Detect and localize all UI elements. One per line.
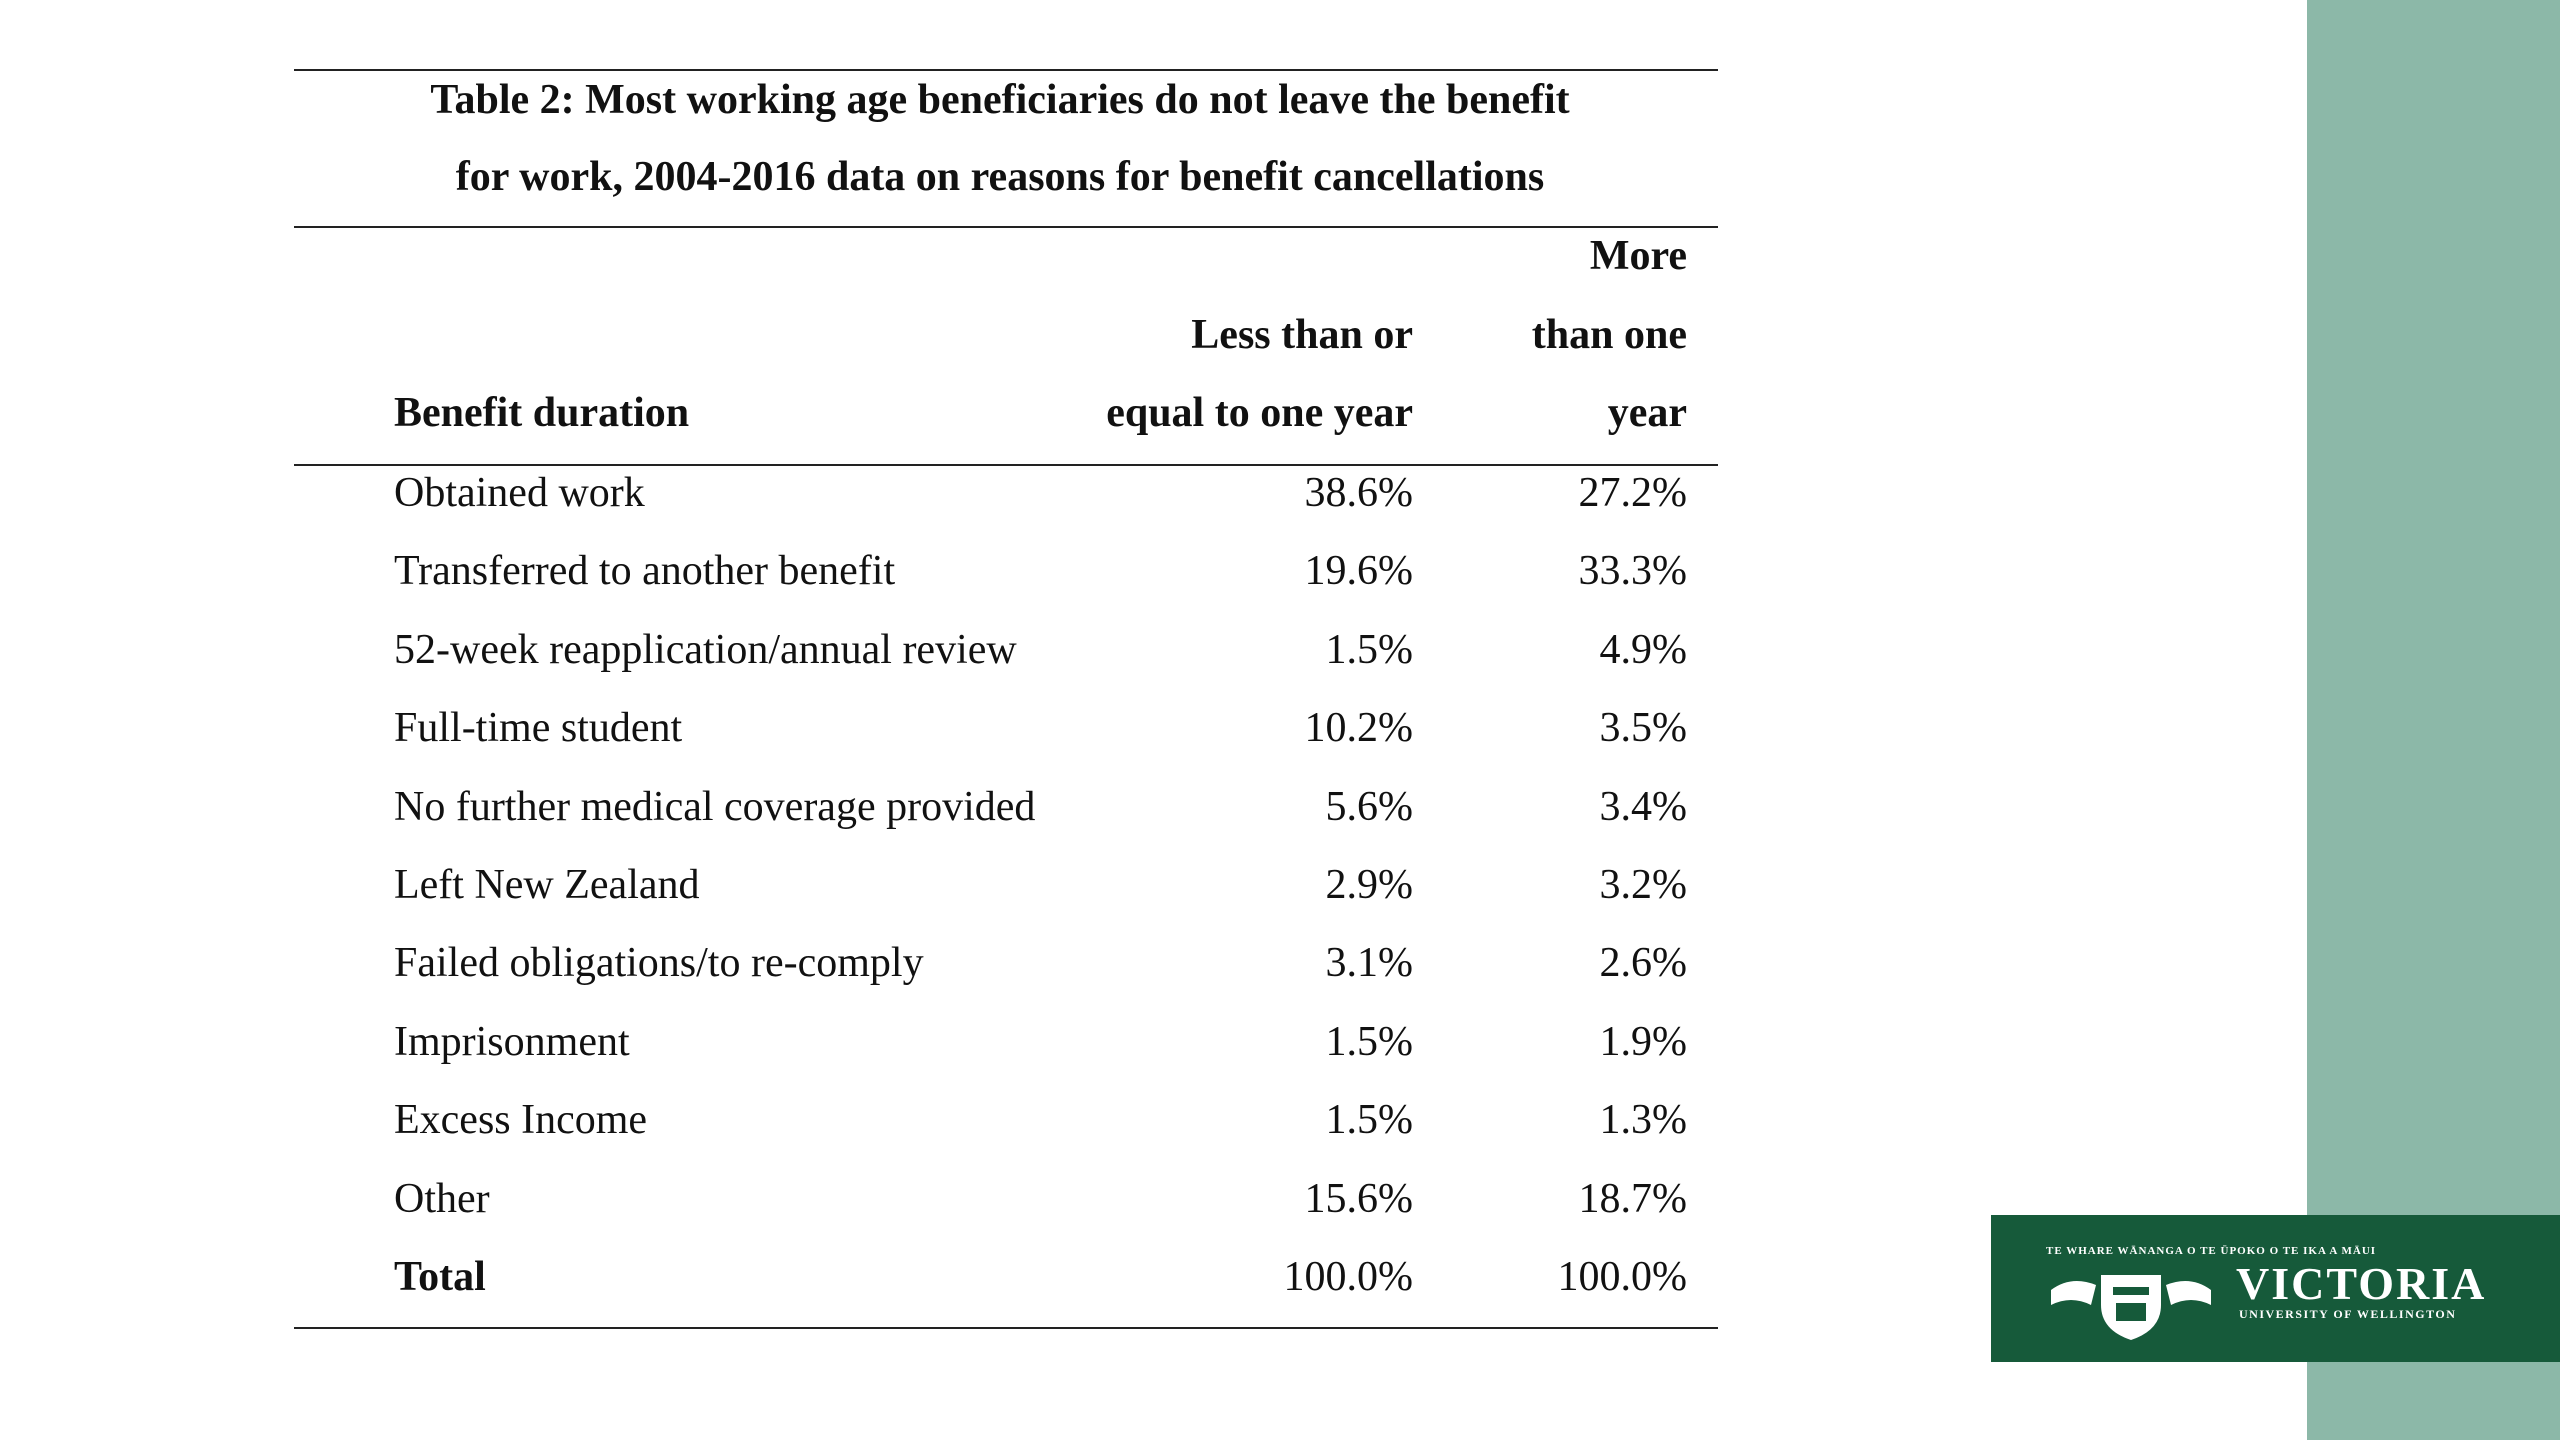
row-label: Left New Zealand (394, 862, 700, 908)
row-label: Obtained work (394, 470, 645, 516)
row-label: 52-week reapplication/annual review (394, 626, 1017, 673)
crest (2051, 1275, 2211, 1340)
cell-value: 3.5% (1599, 705, 1688, 752)
cell-value: 5.6% (1325, 783, 1414, 830)
column-header: than one (1531, 311, 1687, 358)
row-label: Other (394, 1175, 490, 1222)
column-header: equal to one year (1106, 390, 1413, 436)
logo-name: VICTORIA (2236, 1258, 2487, 1309)
rule (294, 69, 1718, 71)
logo: TE WHARE WĀNANGA O TE ŪPOKO O TE IKA A M… (1991, 1215, 2560, 1362)
logo-subtitle: UNIVERSITY OF WELLINGTON (2239, 1307, 2457, 1321)
row-label: Full-time student (394, 705, 683, 752)
row-label: No further medical coverage provided (394, 783, 1036, 830)
column-header: Less than or (1191, 311, 1413, 358)
cell-value: 33.3% (1578, 548, 1688, 595)
row-label: Excess Income (394, 1097, 648, 1144)
rule (294, 1327, 1718, 1329)
row-label: Imprisonment (394, 1018, 630, 1065)
cell-value: 3.1% (1325, 940, 1414, 987)
cell-value: 3.2% (1599, 862, 1688, 908)
cell-value: 1.9% (1599, 1018, 1688, 1065)
cell-value: 2.6% (1599, 940, 1688, 987)
cell-value: 38.6% (1304, 470, 1414, 516)
cell-value: 18.7% (1578, 1175, 1688, 1222)
table-title: Table 2: Most working age beneficiaries … (430, 77, 1570, 123)
cell-value: 4.9% (1599, 626, 1688, 673)
cell-value: 1.3% (1599, 1097, 1688, 1144)
column-header: year (1607, 390, 1687, 436)
cell-value: 3.4% (1599, 783, 1688, 830)
column-header: Benefit duration (394, 390, 690, 436)
side-band (2307, 0, 2560, 1440)
cell-value: 2.9% (1325, 862, 1414, 908)
row-label: Failed obligations/to re-comply (394, 940, 924, 987)
total-value: 100.0% (1557, 1254, 1688, 1300)
total-value: 100.0% (1283, 1254, 1414, 1300)
logo-tagline: TE WHARE WĀNANGA O TE ŪPOKO O TE IKA A M… (2046, 1245, 2377, 1257)
column-header: More (1589, 233, 1687, 280)
cell-value: 10.2% (1304, 705, 1414, 752)
cell-value: 1.5% (1325, 1097, 1414, 1144)
cell-value: 1.5% (1325, 1018, 1414, 1065)
cell-value: 1.5% (1325, 626, 1414, 673)
row-label: Transferred to another benefit (394, 548, 896, 595)
cell-value: 27.2% (1578, 470, 1688, 516)
total-label: Total (394, 1254, 486, 1300)
cell-value: 15.6% (1304, 1175, 1414, 1222)
table-title: for work, 2004-2016 data on reasons for … (455, 154, 1545, 200)
cell-value: 19.6% (1304, 548, 1414, 595)
rule (294, 464, 1718, 466)
rule (294, 226, 1718, 228)
